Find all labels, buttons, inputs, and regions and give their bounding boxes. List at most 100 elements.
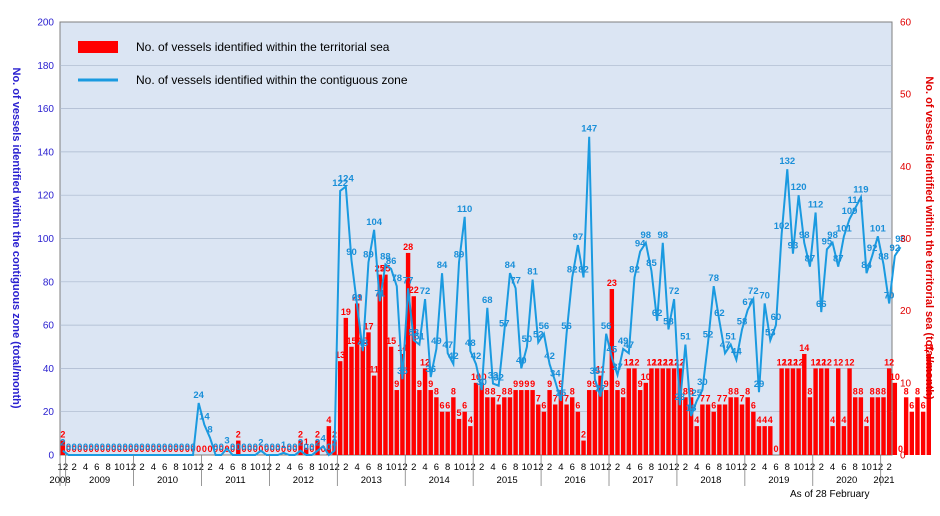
territorial-sea-data-label: 8 [621, 386, 626, 396]
contiguous-zone-data-label: 0 [117, 442, 122, 453]
territorial-sea-bar [722, 404, 728, 455]
territorial-sea-bar [836, 368, 841, 455]
contiguous-zone-data-label: 25 [556, 388, 567, 399]
territorial-sea-data-label: 0 [83, 444, 88, 454]
territorial-sea-bars [60, 252, 931, 455]
contiguous-zone-data-label: 23 [674, 392, 685, 403]
x-tick-label: 8 [309, 462, 314, 473]
x-tick-label: 2 [683, 462, 688, 473]
territorial-sea-data-label: 12 [884, 357, 894, 367]
x-tick-label: 10 [522, 462, 533, 473]
territorial-sea-bar [519, 390, 524, 455]
contiguous-zone-data-label: 0 [77, 442, 82, 453]
contiguous-zone-data-label: 51 [725, 332, 736, 343]
contiguous-zone-data-label: 2 [332, 438, 337, 449]
contiguous-zone-data-label: 98 [657, 230, 668, 241]
territorial-sea-data-label: 4 [756, 415, 761, 425]
contiguous-zone-data-label: 0 [94, 442, 99, 453]
x-tick-label: 2 [139, 462, 144, 473]
territorial-sea-data-label: 10 [641, 372, 651, 382]
right-tick-label: 10 [900, 378, 912, 389]
contiguous-zone-data-label: 51 [414, 332, 425, 343]
contiguous-zone-data-label: 47 [624, 340, 635, 351]
x-tick-label: 10 [590, 462, 601, 473]
territorial-sea-data-label: 9 [428, 379, 433, 389]
x-tick-label: 8 [105, 462, 110, 473]
territorial-sea-data-label: 0 [117, 444, 122, 454]
territorial-sea-bar [615, 390, 620, 455]
territorial-sea-bar [417, 390, 422, 455]
territorial-sea-bar [666, 368, 671, 455]
x-tick-label: 10 [793, 462, 804, 473]
contiguous-zone-data-label: 0 [275, 442, 280, 453]
contiguous-zone-data-label: 45 [607, 345, 618, 356]
contiguous-zone-data-label: 2 [315, 438, 320, 449]
legend-swatch-territorial-sea [78, 41, 118, 53]
territorial-sea-data-label: 8 [915, 386, 920, 396]
x-tick-label: 4 [762, 462, 767, 473]
contiguous-zone-data-label: 78 [708, 273, 719, 284]
territorial-sea-bar [439, 411, 445, 455]
x-axis-year-labels: 2008 2009 2010 2011 2012 2013 2014 2015 2016 2017… [49, 455, 895, 486]
territorial-sea-data-label: 12 [794, 357, 804, 367]
territorial-sea-data-label: 0 [174, 444, 179, 454]
year-label: 2017 [632, 475, 653, 486]
contiguous-zone-data-label: 95 [822, 236, 833, 247]
territorial-sea-bar [694, 426, 699, 455]
x-tick-label: 12 [58, 462, 69, 473]
territorial-sea-data-label: 6 [575, 401, 580, 411]
right-axis-title: No. of vessels identified within the ter… [923, 76, 935, 400]
territorial-sea-bar [700, 404, 705, 455]
territorial-sea-data-label: 28 [403, 242, 413, 252]
territorial-sea-data-label: 0 [321, 444, 326, 454]
contiguous-zone-data-label: 0 [230, 442, 235, 453]
x-tick-label: 12 [873, 462, 884, 473]
x-tick-label: 6 [841, 462, 846, 473]
contiguous-zone-data-label: 72 [420, 286, 431, 297]
contiguous-zone-data-label: 40 [516, 355, 527, 366]
territorial-sea-bar [609, 289, 615, 455]
territorial-sea-data-label: 0 [309, 444, 314, 454]
x-tick-label: 10 [386, 462, 397, 473]
contiguous-zone-data-label: 70 [759, 290, 770, 301]
territorial-sea-data-label: 7 [700, 393, 705, 403]
year-label: 2013 [361, 475, 382, 486]
x-tick-label: 4 [830, 462, 835, 473]
x-tick-label: 6 [502, 462, 507, 473]
territorial-sea-bar [303, 447, 309, 455]
left-tick-label: 120 [37, 191, 54, 202]
x-tick-label: 4 [151, 462, 156, 473]
x-tick-label: 2 [547, 462, 552, 473]
contiguous-zone-data-label: 48 [358, 338, 369, 349]
territorial-sea-data-label: 10 [471, 372, 481, 382]
contiguous-zone-data-label: 84 [437, 260, 448, 271]
x-tick-label: 8 [241, 462, 246, 473]
territorial-sea-data-label: 0 [77, 444, 82, 454]
territorial-sea-bar [530, 390, 535, 455]
x-tick-label: 6 [94, 462, 99, 473]
right-tick-label: 30 [900, 234, 912, 245]
contiguous-zone-data-label: 50 [522, 334, 533, 345]
contiguous-zone-data-label: 82 [567, 264, 578, 275]
contiguous-zone-data-label: 57 [499, 319, 510, 330]
territorial-sea-data-label: 0 [202, 444, 207, 454]
x-axis-month-ticks: 12 2 4 6 8 10 12 2 4 6 8 10 12 2 4 6 8 10 12 2 4 6 8 10 12 2 4 6 8 10… [58, 462, 892, 473]
territorial-sea-data-label: 0 [247, 444, 252, 454]
contiguous-zone-data-label: 53 [765, 327, 776, 338]
territorial-sea-data-label: 21 [352, 292, 362, 302]
contiguous-zone-data-label: 0 [83, 442, 88, 453]
territorial-sea-data-label: 12 [788, 357, 798, 367]
territorial-sea-data-label: 0 [140, 444, 145, 454]
territorial-sea-bar [405, 252, 411, 455]
territorial-sea-bar [790, 368, 796, 455]
territorial-sea-bar [354, 303, 360, 455]
x-tick-label: 2 [343, 462, 348, 473]
x-tick-label: 2 [887, 462, 892, 473]
territorial-sea-bar [315, 440, 320, 455]
territorial-sea-bar [745, 397, 750, 455]
territorial-sea-bar [807, 397, 813, 455]
territorial-sea-data-label: 0 [213, 444, 218, 454]
x-tick-label: 12 [533, 462, 544, 473]
x-tick-label: 6 [637, 462, 642, 473]
territorial-sea-data-label: 8 [689, 386, 694, 396]
